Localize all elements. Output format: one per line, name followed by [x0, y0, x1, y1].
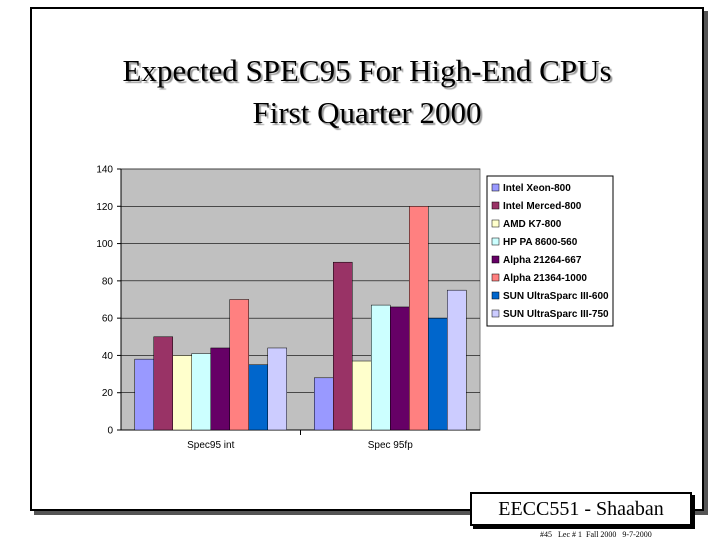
x-category-label: Spec95 int — [187, 440, 234, 451]
slide-title-line2: First Quarter 2000 — [252, 95, 482, 130]
legend-swatch — [491, 201, 500, 210]
bar-chart: 0 20 40 60 80 100 120 140 Spec95 int Spec 95fp Int… — [96, 165, 614, 451]
bar — [428, 317, 448, 431]
legend-swatch — [491, 255, 500, 264]
y-tick-label: 60 — [102, 314, 114, 325]
legend — [486, 175, 614, 327]
legend-label: Intel Xeon-800 — [503, 183, 571, 194]
bar — [390, 306, 410, 431]
bar — [172, 355, 192, 431]
legend-swatch — [491, 309, 500, 318]
y-tick-label: 20 — [102, 388, 114, 399]
slide-title-line1: Expected SPEC95 For High-End CPUs — [122, 53, 612, 88]
legend-label: Intel Merced-800 — [503, 201, 582, 212]
bar — [248, 364, 268, 431]
legend-label: Alpha 21264-667 — [503, 255, 582, 266]
legend-label: SUN UltraSparc III-600 — [503, 291, 609, 302]
bar — [314, 377, 334, 431]
legend-label: AMD K7-800 — [503, 219, 562, 230]
x-category-label: Spec 95fp — [368, 440, 413, 451]
bar — [267, 347, 287, 431]
legend-label: Alpha 21364-1000 — [503, 273, 587, 284]
legend-swatch — [491, 237, 500, 246]
course-badge: EECC551 - Shaaban — [470, 492, 692, 526]
bar — [333, 261, 353, 431]
bar — [191, 353, 211, 431]
bar — [447, 289, 467, 431]
y-tick-label: 80 — [102, 276, 114, 287]
y-tick-label: 0 — [107, 426, 113, 437]
bar — [134, 358, 154, 431]
bar — [229, 299, 249, 431]
y-tick-label: 100 — [96, 239, 113, 250]
bar — [409, 206, 429, 431]
legend-swatch — [491, 273, 500, 282]
bar — [153, 336, 173, 431]
y-tick-label: 40 — [102, 351, 114, 362]
legend-label: HP PA 8600-560 — [503, 237, 578, 248]
bar — [371, 304, 391, 431]
slide-footer: #45 Lec # 1 Fall 2000 9-7-2000 — [540, 530, 652, 539]
y-tick-label: 120 — [96, 202, 113, 213]
legend-swatch — [491, 183, 500, 192]
bar — [210, 347, 230, 431]
bar — [352, 360, 372, 431]
legend-swatch — [491, 219, 500, 228]
y-tick-label: 140 — [96, 165, 113, 176]
legend-swatch — [491, 291, 500, 300]
legend-label: SUN UltraSparc III-750 — [503, 309, 609, 320]
